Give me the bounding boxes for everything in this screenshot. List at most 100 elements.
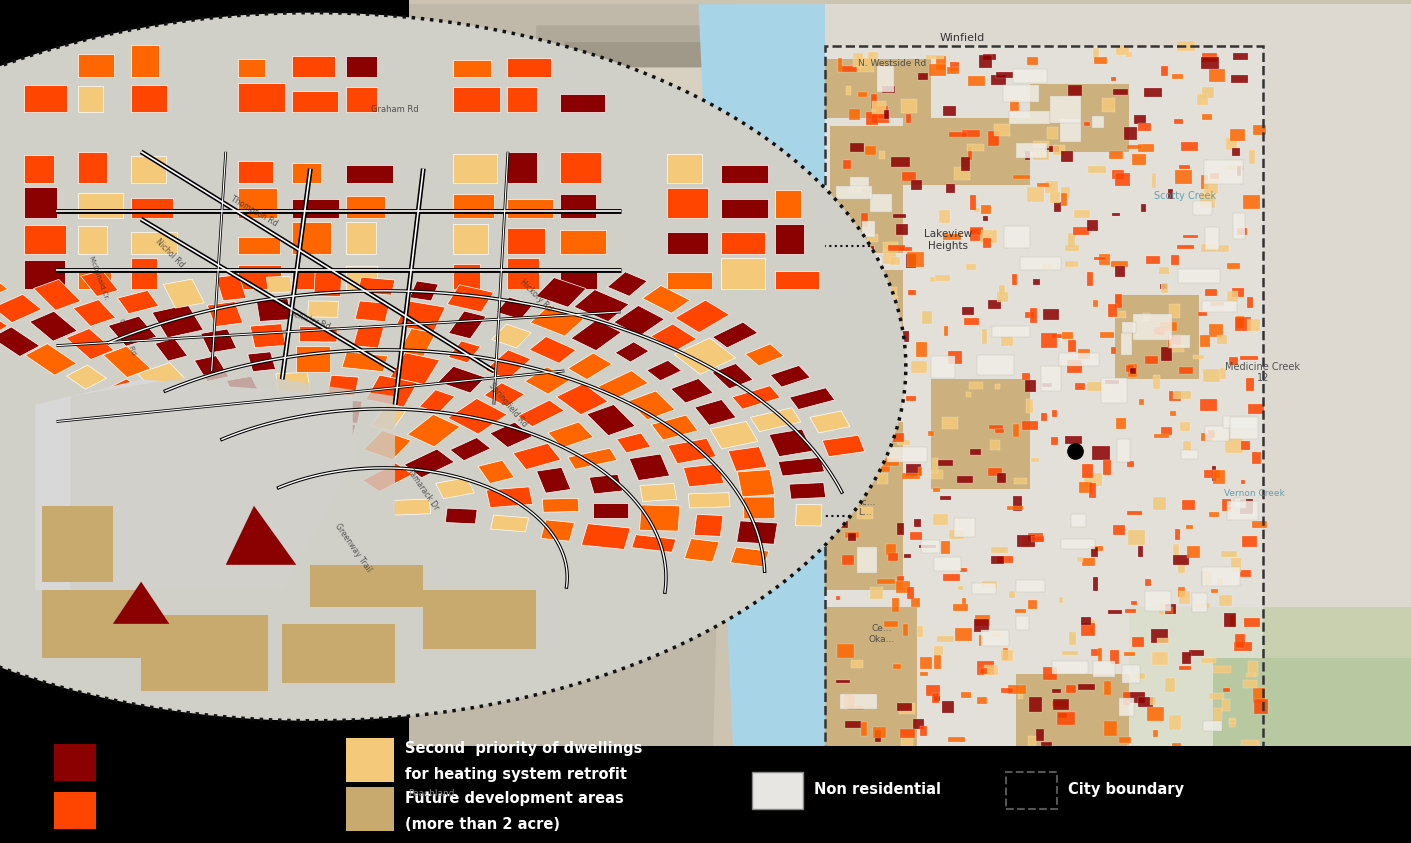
Bar (1160, 283, 1167, 289)
Bar (689, 492, 729, 508)
Bar (961, 568, 968, 572)
Bar (876, 473, 888, 484)
Polygon shape (1030, 84, 1129, 152)
Bar (277, 373, 310, 398)
Bar (1202, 301, 1237, 312)
Bar (897, 331, 909, 341)
Bar (514, 443, 560, 470)
Polygon shape (282, 624, 395, 683)
Bar (903, 625, 907, 636)
Bar (1246, 379, 1254, 391)
Text: Lambly Creek: Lambly Creek (641, 138, 708, 148)
Bar (1204, 160, 1243, 185)
Bar (1187, 525, 1192, 529)
Text: McDonald Cr.: McDonald Cr. (87, 255, 110, 301)
Bar (78, 152, 107, 183)
Text: City boundary: City boundary (1068, 781, 1184, 797)
Bar (1078, 349, 1091, 359)
Bar (1209, 69, 1225, 82)
Bar (1133, 314, 1173, 340)
Bar (1205, 227, 1219, 250)
Bar (995, 384, 999, 389)
Bar (844, 405, 871, 418)
Bar (909, 291, 916, 295)
Bar (1108, 304, 1118, 318)
Bar (1235, 317, 1252, 331)
Bar (1168, 304, 1181, 318)
Bar (1051, 689, 1061, 693)
Bar (954, 604, 968, 611)
Bar (910, 598, 920, 607)
Bar (24, 85, 68, 112)
Bar (391, 352, 439, 384)
Bar (485, 350, 531, 379)
Bar (652, 415, 698, 440)
Bar (617, 433, 650, 453)
Bar (1068, 234, 1075, 248)
Bar (446, 508, 477, 524)
Bar (1023, 537, 1031, 548)
Bar (872, 101, 886, 114)
Bar (1240, 357, 1257, 360)
Bar (1053, 699, 1070, 710)
Bar (1116, 45, 1129, 55)
Bar (1061, 151, 1072, 162)
Bar (885, 621, 897, 627)
Bar (1033, 141, 1050, 148)
Bar (981, 229, 998, 244)
Bar (882, 86, 895, 93)
Bar (1199, 336, 1209, 347)
Bar (1041, 333, 1057, 348)
Bar (1229, 357, 1237, 365)
Bar (1170, 411, 1175, 416)
Bar (1130, 601, 1137, 604)
Bar (131, 85, 166, 112)
Bar (1122, 664, 1140, 684)
Bar (1065, 685, 1075, 693)
Bar (855, 369, 866, 380)
Bar (560, 230, 605, 254)
Bar (731, 547, 769, 566)
Bar (907, 587, 914, 599)
Bar (1099, 254, 1109, 265)
Bar (991, 75, 1006, 85)
Polygon shape (35, 379, 353, 590)
Bar (73, 299, 116, 326)
Bar (841, 520, 848, 528)
Bar (842, 159, 851, 169)
Bar (396, 301, 446, 332)
Bar (1092, 447, 1109, 460)
Bar (1175, 170, 1191, 185)
Bar (1236, 316, 1245, 328)
Bar (1030, 308, 1037, 323)
Bar (694, 514, 722, 536)
Bar (738, 470, 775, 497)
Bar (864, 468, 875, 478)
Circle shape (0, 13, 906, 721)
Bar (1150, 697, 1156, 705)
Bar (858, 507, 872, 519)
Bar (1068, 340, 1077, 352)
Bar (1013, 69, 1047, 83)
Bar (928, 64, 945, 76)
Bar (1213, 470, 1225, 484)
Bar (131, 46, 159, 77)
Bar (1178, 587, 1185, 597)
Bar (954, 518, 975, 537)
Bar (1139, 400, 1144, 405)
Bar (919, 545, 935, 548)
Bar (1247, 404, 1264, 414)
Polygon shape (825, 4, 1411, 763)
Bar (598, 371, 648, 399)
Bar (507, 152, 536, 183)
Bar (80, 270, 119, 297)
Bar (1061, 193, 1067, 206)
Bar (872, 330, 883, 341)
Bar (962, 130, 981, 137)
Bar (1041, 743, 1051, 747)
Bar (542, 498, 579, 513)
Bar (296, 346, 330, 373)
Bar (1089, 620, 1095, 635)
Text: Quigley Rd: Quigley Rd (117, 319, 137, 356)
Text: Scotty Creek: Scotty Creek (1154, 191, 1216, 201)
